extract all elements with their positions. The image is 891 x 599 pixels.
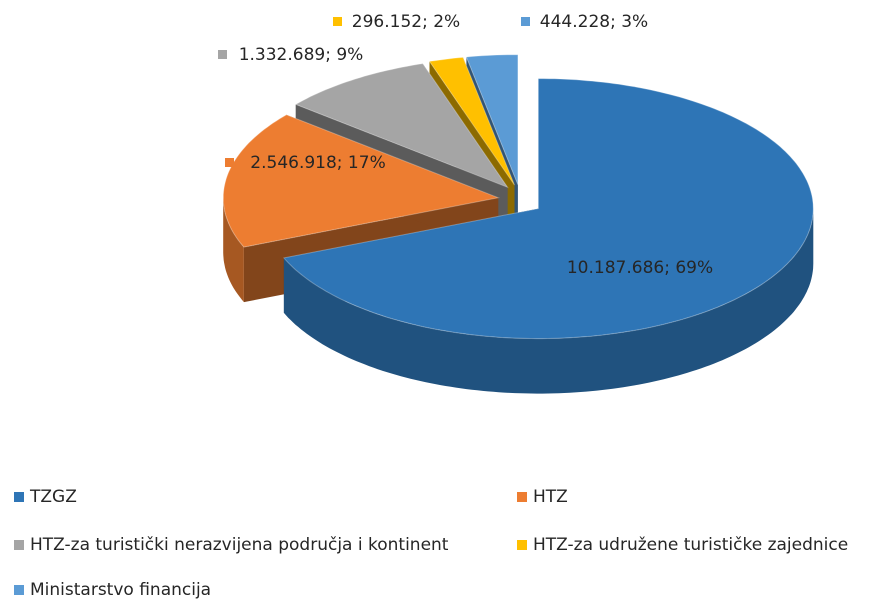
data-label: 1.332.689; 9% [239,45,364,65]
label-key [521,17,530,26]
label-key [218,50,227,59]
data-label: 444.228; 3% [540,12,648,32]
label-key [333,17,342,26]
slice-wall [283,208,814,394]
slice [465,54,519,185]
legend-swatch [14,540,24,550]
slice [294,63,509,189]
legend-label: HTZ-za udružene turističke zajednice [533,535,848,555]
legend-label: TZGZ [29,487,77,507]
slice [428,56,515,186]
legend-label: Ministarstvo financija [30,580,211,599]
legend-swatch [517,492,527,502]
legend-swatch [517,540,527,550]
data-label: 296.152; 2% [352,12,460,32]
slice [282,78,814,340]
legend-swatch [14,492,24,502]
slice-wall [223,197,244,303]
label-key [225,158,234,167]
data-label: 10.187.686; 69% [567,258,713,278]
data-label: 2.546.918; 17% [250,153,385,173]
legend-label: HTZ [533,487,568,507]
legend-label: HTZ-za turistički nerazvijena područja i… [30,535,449,555]
slice [222,114,500,248]
legend-swatch [14,585,24,595]
